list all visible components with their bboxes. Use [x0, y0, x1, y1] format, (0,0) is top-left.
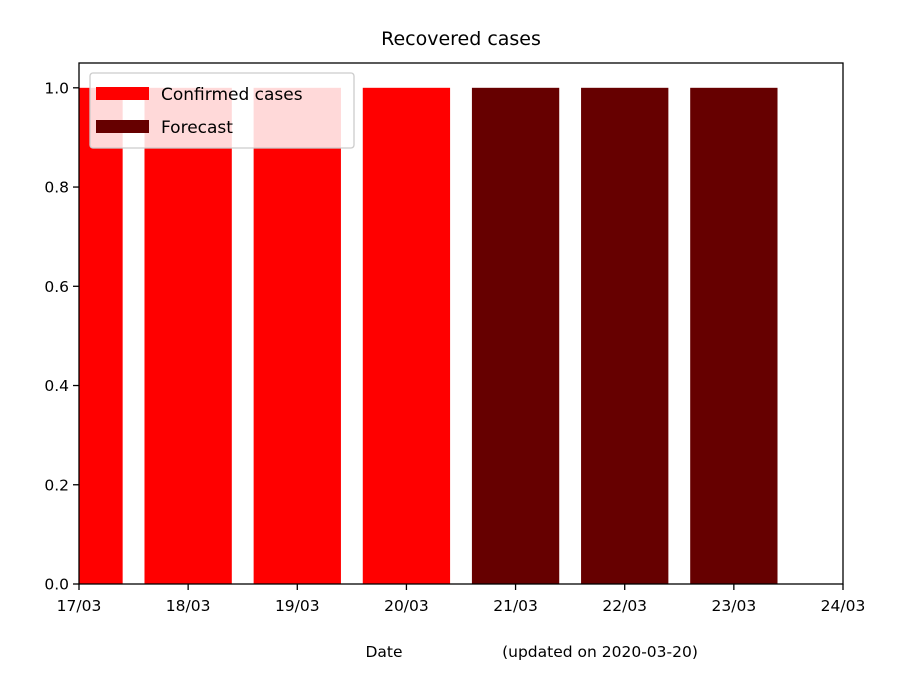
- bar-forecast-23-03: [690, 87, 778, 585]
- legend-label-forecast: Forecast: [161, 118, 233, 138]
- bar-confirmed-cases-20-03: [362, 87, 451, 585]
- x-axis-label: Date: [365, 643, 402, 661]
- bar-forecast-22-03: [581, 87, 669, 585]
- x-tick-label: 18/03: [166, 597, 211, 615]
- bar-forecast-21-03: [471, 87, 560, 585]
- y-tick-label: 0.6: [44, 278, 69, 296]
- y-tick-label: 0.2: [44, 476, 69, 494]
- plot-frame: [78, 62, 844, 585]
- x-tick-label: 23/03: [712, 597, 757, 615]
- legend-swatch-confirmed: [96, 87, 149, 100]
- bar-confirmed-cases-17-03: [79, 87, 123, 585]
- y-tick-label: 1.0: [44, 79, 69, 97]
- bar-confirmed-cases-18-03: [144, 87, 232, 585]
- chart-title: Recovered cases: [381, 28, 541, 50]
- legend-swatch-forecast: [96, 120, 149, 133]
- x-axis: 17/03 18/03 19/03 20/03 21/03 22/03 23/03 24/03: [57, 584, 866, 615]
- legend-box: [89, 72, 355, 149]
- x-tick-label: 19/03: [275, 597, 320, 615]
- x-tick-label: 21/03: [493, 597, 538, 615]
- y-axis: 0.0 0.2 0.4 0.6 0.8 1.0: [44, 79, 79, 594]
- legend: Confirmed cases Forecast: [89, 72, 355, 149]
- x-tick-label: 20/03: [384, 597, 429, 615]
- bar-confirmed-cases-19-03: [253, 87, 341, 585]
- bars-group: [79, 87, 778, 585]
- x-tick-label: 17/03: [57, 597, 102, 615]
- legend-label-confirmed: Confirmed cases: [161, 85, 303, 105]
- x-tick-label: 24/03: [821, 597, 866, 615]
- x-tick-label: 22/03: [602, 597, 647, 615]
- y-tick-label: 0.0: [44, 576, 69, 594]
- y-tick-label: 0.4: [44, 377, 69, 395]
- y-tick-label: 0.8: [44, 179, 69, 197]
- x-axis-update-note: (updated on 2020-03-20): [502, 643, 698, 661]
